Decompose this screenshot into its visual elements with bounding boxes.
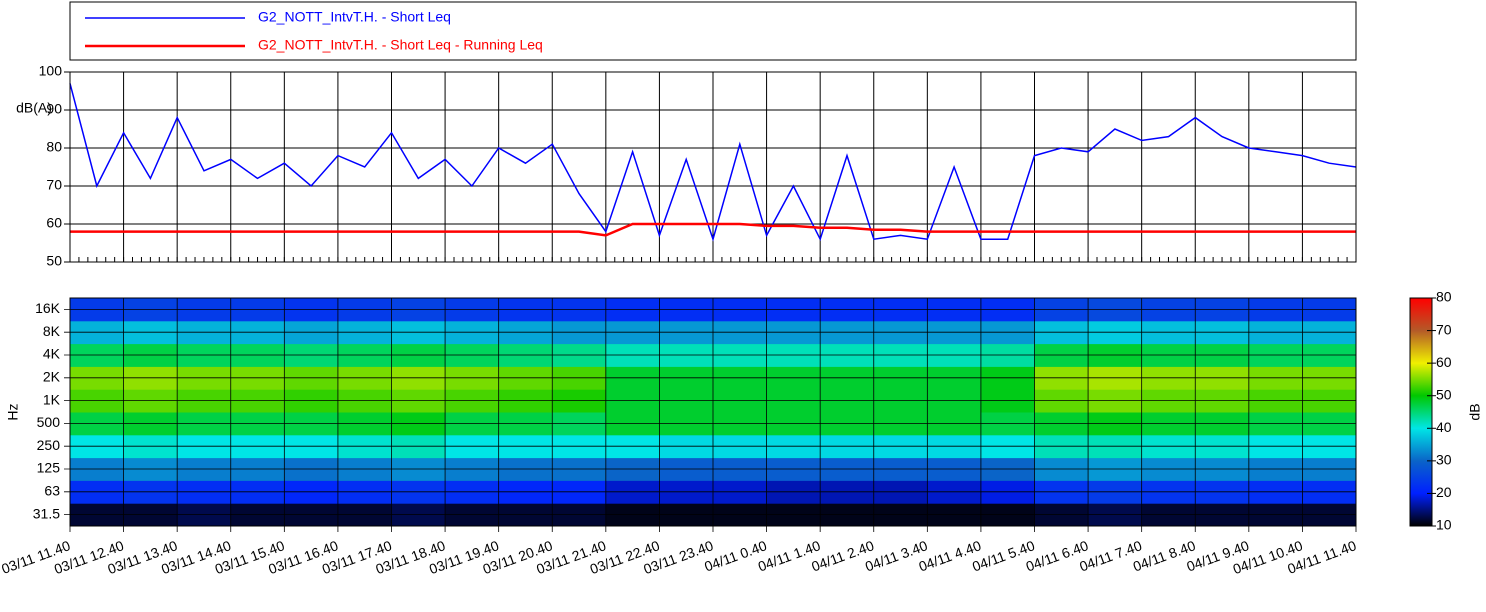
y-tick-label: 100 bbox=[39, 63, 63, 79]
colorbar-tick-label: 80 bbox=[1436, 289, 1452, 305]
y-tick-label: 50 bbox=[46, 253, 62, 269]
y-axis-label: Hz bbox=[5, 403, 21, 420]
y-tick-label: 80 bbox=[46, 139, 62, 155]
plot-frame bbox=[69, 297, 1357, 527]
y-tick-label: 250 bbox=[37, 437, 61, 453]
y-tick-label: 500 bbox=[37, 414, 61, 430]
colorbar-tick-label: 50 bbox=[1436, 386, 1452, 402]
y-tick-label: 16K bbox=[35, 300, 61, 316]
y-tick-label: 90 bbox=[46, 101, 62, 117]
legend-label: G2_NOTT_IntvT.H. - Short Leq bbox=[258, 9, 451, 25]
y-tick-label: 125 bbox=[37, 460, 61, 476]
y-tick-label: 63 bbox=[44, 483, 60, 499]
y-tick-label: 8K bbox=[43, 323, 61, 339]
colorbar-tick-label: 20 bbox=[1436, 484, 1452, 500]
data-line bbox=[70, 222, 1356, 237]
colorbar bbox=[1409, 297, 1433, 527]
colorbar-tick-label: 40 bbox=[1436, 419, 1452, 435]
y-tick-label: 4K bbox=[43, 346, 61, 362]
y-tick-label: 60 bbox=[46, 215, 62, 231]
colorbar-tick-label: 60 bbox=[1436, 354, 1452, 370]
y-tick-label: 31.5 bbox=[33, 505, 60, 521]
y-tick-label: 2K bbox=[43, 369, 61, 385]
y-tick-label: 70 bbox=[46, 177, 62, 193]
colorbar-tick-label: 10 bbox=[1436, 517, 1452, 533]
colorbar-label: dB bbox=[1467, 403, 1483, 420]
legend-label: G2_NOTT_IntvT.H. - Short Leq - Running L… bbox=[258, 37, 543, 53]
plot-frame bbox=[69, 71, 1357, 263]
colorbar-tick-label: 30 bbox=[1436, 452, 1452, 468]
y-axis-label: dB(A) bbox=[16, 100, 52, 116]
colorbar-tick-label: 70 bbox=[1436, 321, 1452, 337]
data-line bbox=[69, 83, 1357, 242]
y-tick-label: 1K bbox=[43, 391, 61, 407]
legend-box bbox=[69, 1, 1357, 61]
